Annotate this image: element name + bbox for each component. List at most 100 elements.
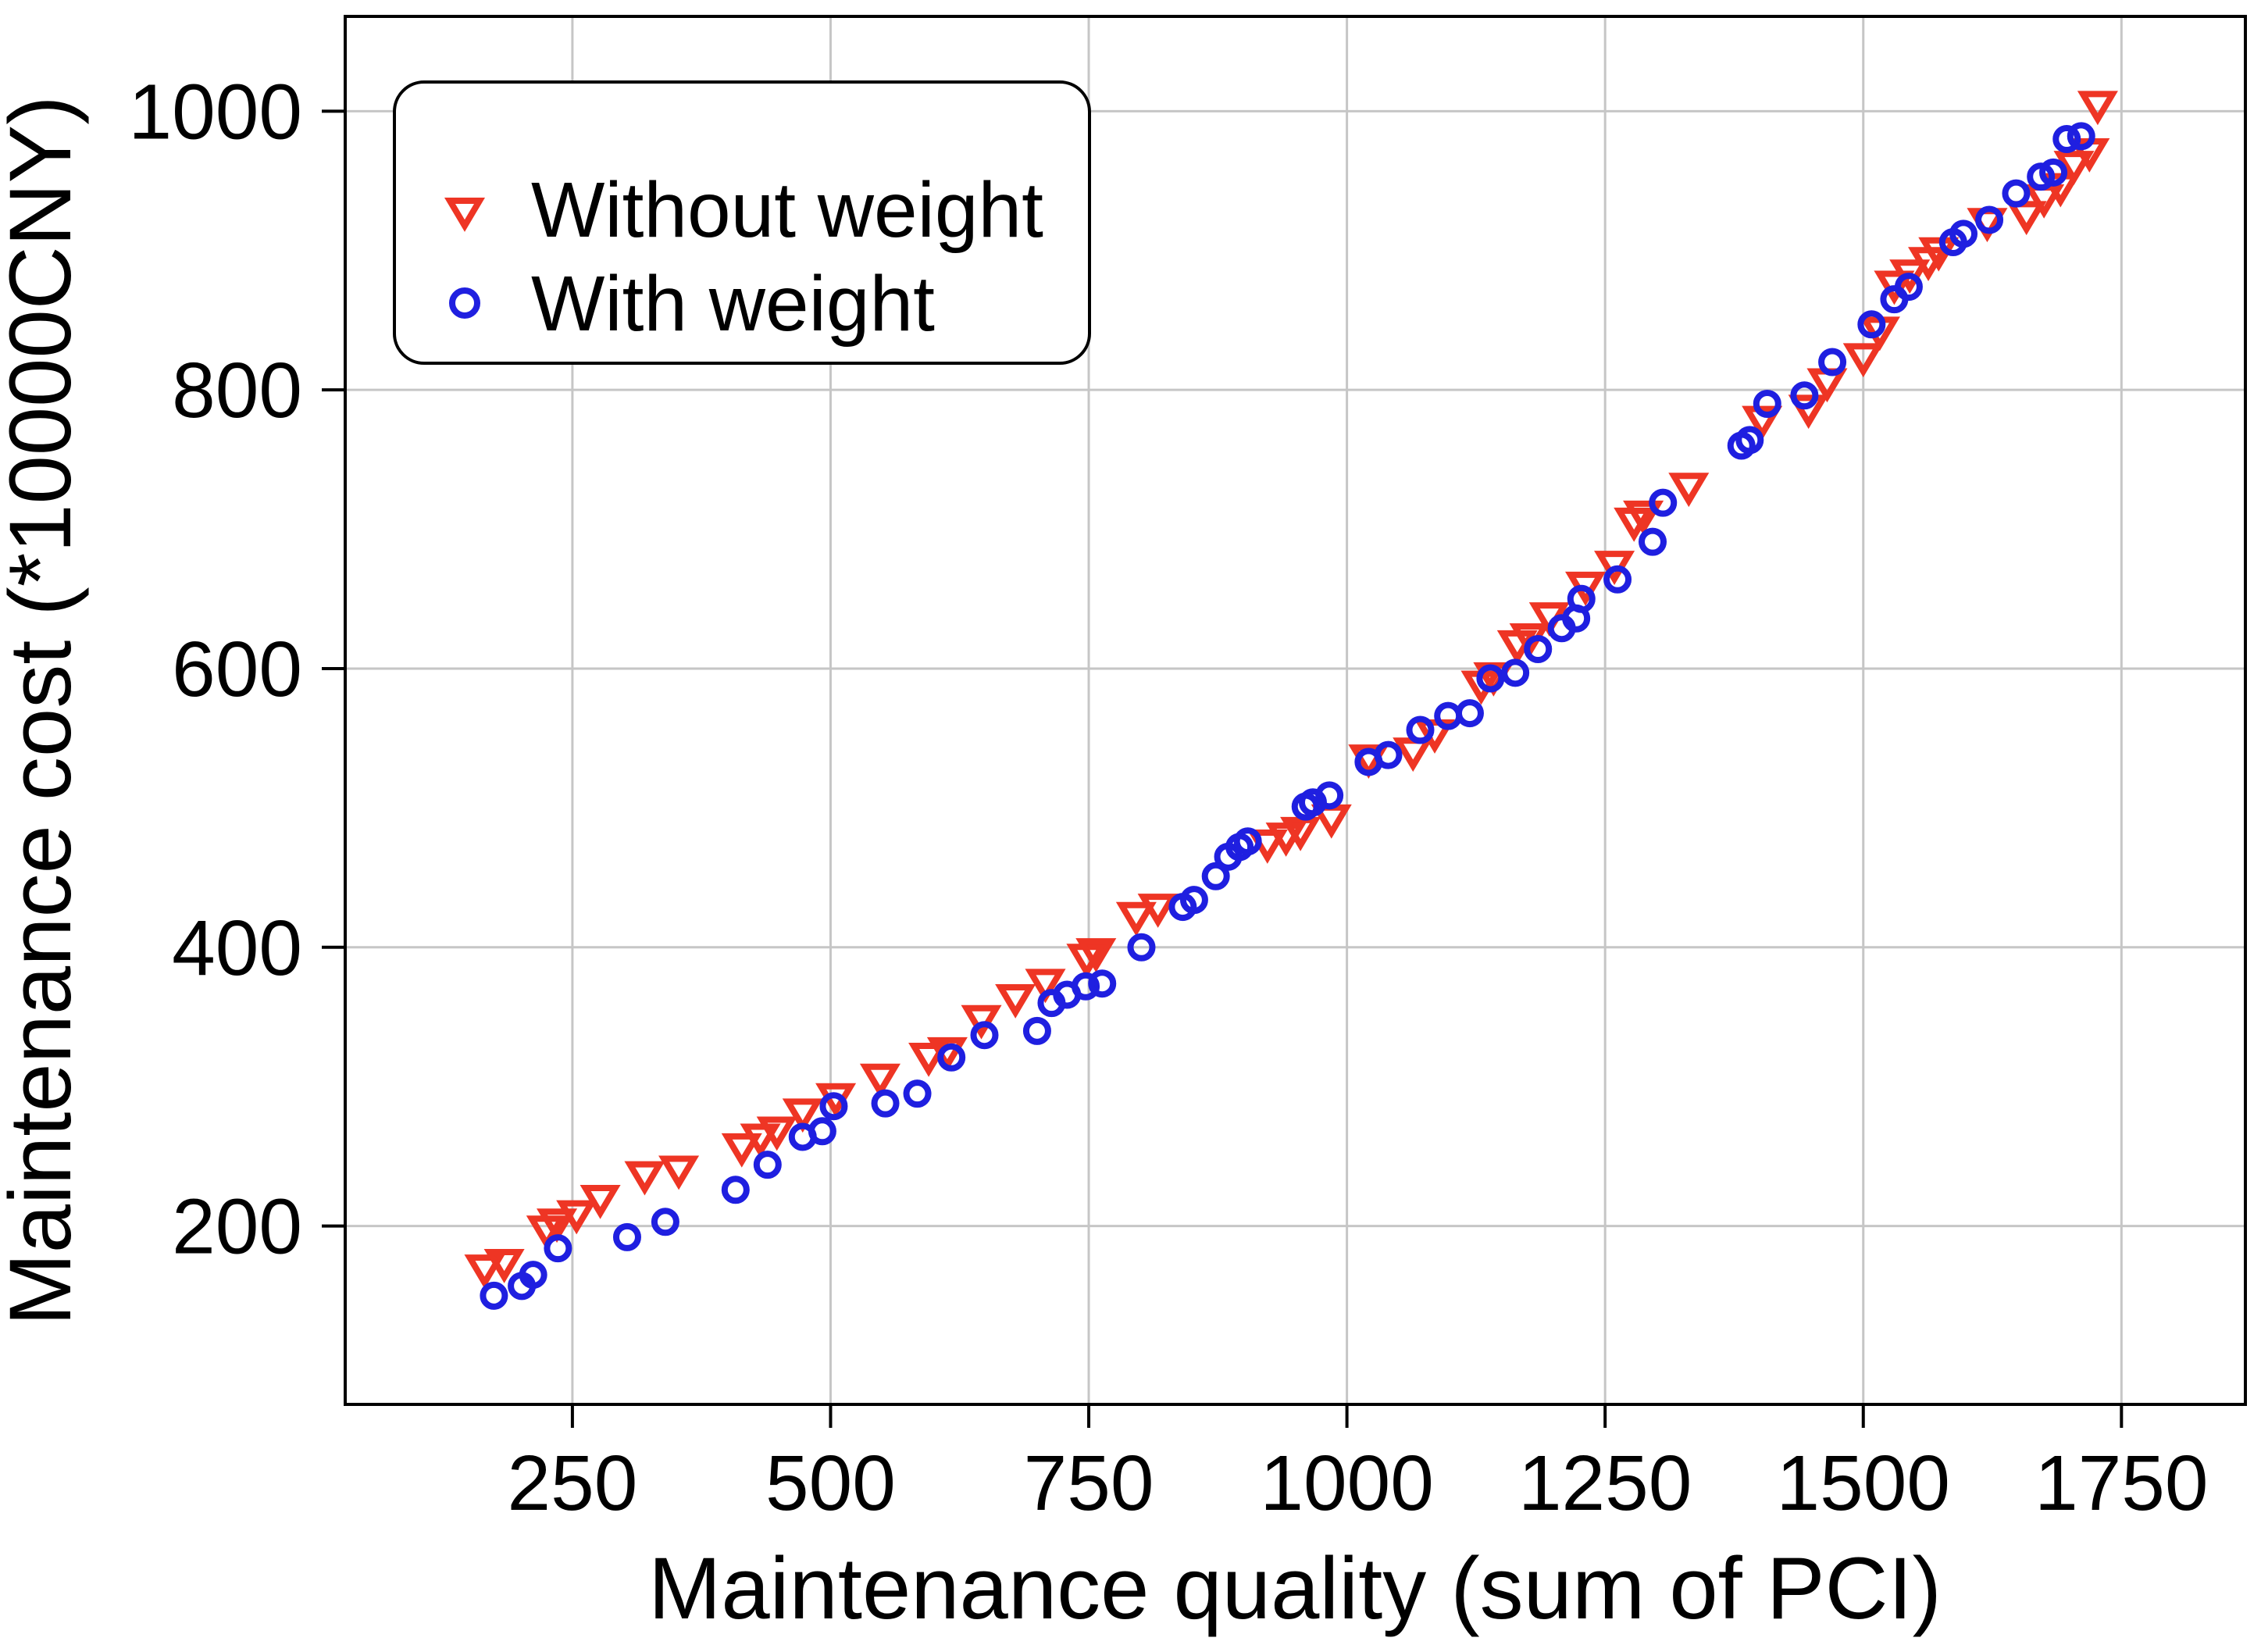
legend-label: With weight (531, 260, 935, 348)
y-tick-label: 200 (172, 1183, 302, 1271)
data-point-circle (1179, 886, 1208, 915)
data-point-circle (1127, 933, 1156, 962)
data-point-circle (2039, 158, 2068, 187)
legend: Without weight With weight (393, 80, 1091, 365)
data-point-circle (1406, 715, 1435, 744)
data-point-triangle (1623, 500, 1664, 535)
x-tick-label: 500 (765, 1440, 896, 1527)
data-point-circle (1233, 827, 1262, 856)
data-point-triangle (658, 1155, 700, 1190)
legend-label: Without weight (531, 166, 1043, 254)
data-point-circle (970, 1021, 999, 1050)
data-point-circle (2067, 122, 2095, 151)
data-point-circle (519, 1261, 547, 1290)
data-point-triangle (961, 1004, 1002, 1040)
data-point-triangle (537, 1208, 578, 1243)
data-point-triangle (908, 1042, 950, 1077)
legend-item-without-weight: Without weight (444, 166, 1043, 254)
data-point-triangle (2077, 91, 2118, 126)
circle-icon (449, 287, 480, 319)
data-point-circle (651, 1208, 679, 1236)
axis-ticks (322, 109, 2124, 1428)
data-point-triangle (580, 1184, 621, 1219)
data-point-triangle (1668, 473, 1710, 508)
data-point-triangle (1874, 270, 1915, 305)
data-point-triangle (464, 1254, 505, 1289)
data-point-triangle (624, 1161, 665, 1196)
y-tick-label: 800 (172, 347, 302, 434)
data-point-circle (903, 1079, 932, 1108)
data-point-circle (1818, 348, 1847, 376)
data-point-circle (1857, 310, 1886, 339)
data-point-circle (1790, 381, 1819, 410)
data-point-triangle (1075, 938, 1117, 972)
data-point-circle (1524, 634, 1553, 663)
data-point-triangle (1742, 405, 1783, 441)
data-point-circle (819, 1092, 848, 1121)
data-point-triangle (859, 1063, 900, 1098)
x-tick-label: 1250 (1518, 1440, 1692, 1527)
data-point-triangle (995, 984, 1036, 1019)
data-point-triangle (1115, 901, 1157, 937)
data-point-triangle (782, 1098, 823, 1133)
x-tick-label: 250 (507, 1440, 637, 1527)
triangle-down-icon (444, 198, 486, 232)
data-point-circle (1753, 389, 1781, 418)
data-point-circle (480, 1281, 508, 1310)
data-point-circle (721, 1176, 750, 1204)
y-tick-label: 600 (172, 626, 302, 713)
x-tick-label: 750 (1024, 1440, 1154, 1527)
data-point-circle (1567, 584, 1596, 613)
data-point-circle (808, 1117, 836, 1146)
data-point-circle (1501, 658, 1530, 687)
legend-box (393, 80, 1091, 365)
data-point-circle (753, 1151, 782, 1179)
x-tick-label: 1000 (1260, 1440, 1433, 1527)
tick-labels: 250 500 750 1000 1250 1500 1750 200 400 600 800 100… (129, 68, 2209, 1527)
data-point-circle (612, 1222, 641, 1251)
data-point-circle (2052, 125, 2081, 154)
data-point-triangle (721, 1133, 762, 1168)
data-point-circle (1455, 699, 1484, 728)
data-point-circle (2027, 162, 2056, 191)
data-point-circle (544, 1234, 572, 1263)
data-point-circle (937, 1043, 966, 1072)
data-point-triangle (1025, 969, 1066, 1004)
series-with-weight (480, 122, 2095, 1310)
data-point-circle (1603, 565, 1632, 594)
data-point-triangle (556, 1200, 597, 1235)
data-point-triangle (2053, 151, 2095, 185)
legend-item-with-weight: With weight (449, 260, 935, 348)
data-point-circle (1201, 862, 1230, 890)
data-point-triangle (1280, 816, 1321, 851)
x-tick-label: 1500 (1777, 1440, 1950, 1527)
data-point-circle (1949, 219, 1978, 248)
data-point-triangle (2006, 201, 2047, 236)
data-point-triangle (740, 1123, 781, 1158)
data-point-circle (871, 1089, 900, 1118)
y-tick-label: 400 (172, 904, 302, 992)
data-point-circle (1476, 664, 1505, 693)
y-axis-label: Maintenance cost (*10000CNY) (0, 95, 89, 1326)
data-point-circle (2002, 179, 2031, 208)
data-point-triangle (1842, 343, 1884, 378)
plot-frame (344, 15, 2247, 1406)
data-point-circle (1894, 273, 1923, 301)
data-point-triangle (483, 1249, 525, 1283)
y-tick-label: 1000 (129, 68, 302, 155)
data-point-triangle (756, 1116, 797, 1151)
data-point-circle (1022, 1016, 1051, 1045)
data-point-circle (1315, 781, 1344, 810)
data-point-circle (1088, 969, 1117, 998)
x-tick-label: 1750 (2035, 1440, 2208, 1527)
data-point-circle (1975, 205, 2004, 234)
x-axis-label: Maintenance quality (sum of PCI) (648, 1540, 1942, 1637)
data-point-circle (1072, 972, 1100, 1001)
data-point-circle (1649, 488, 1678, 517)
data-point-circle (1639, 527, 1667, 556)
data-point-circle (1735, 426, 1764, 455)
data-point-triangle (1788, 394, 1829, 430)
data-point-triangle (1393, 737, 1434, 772)
